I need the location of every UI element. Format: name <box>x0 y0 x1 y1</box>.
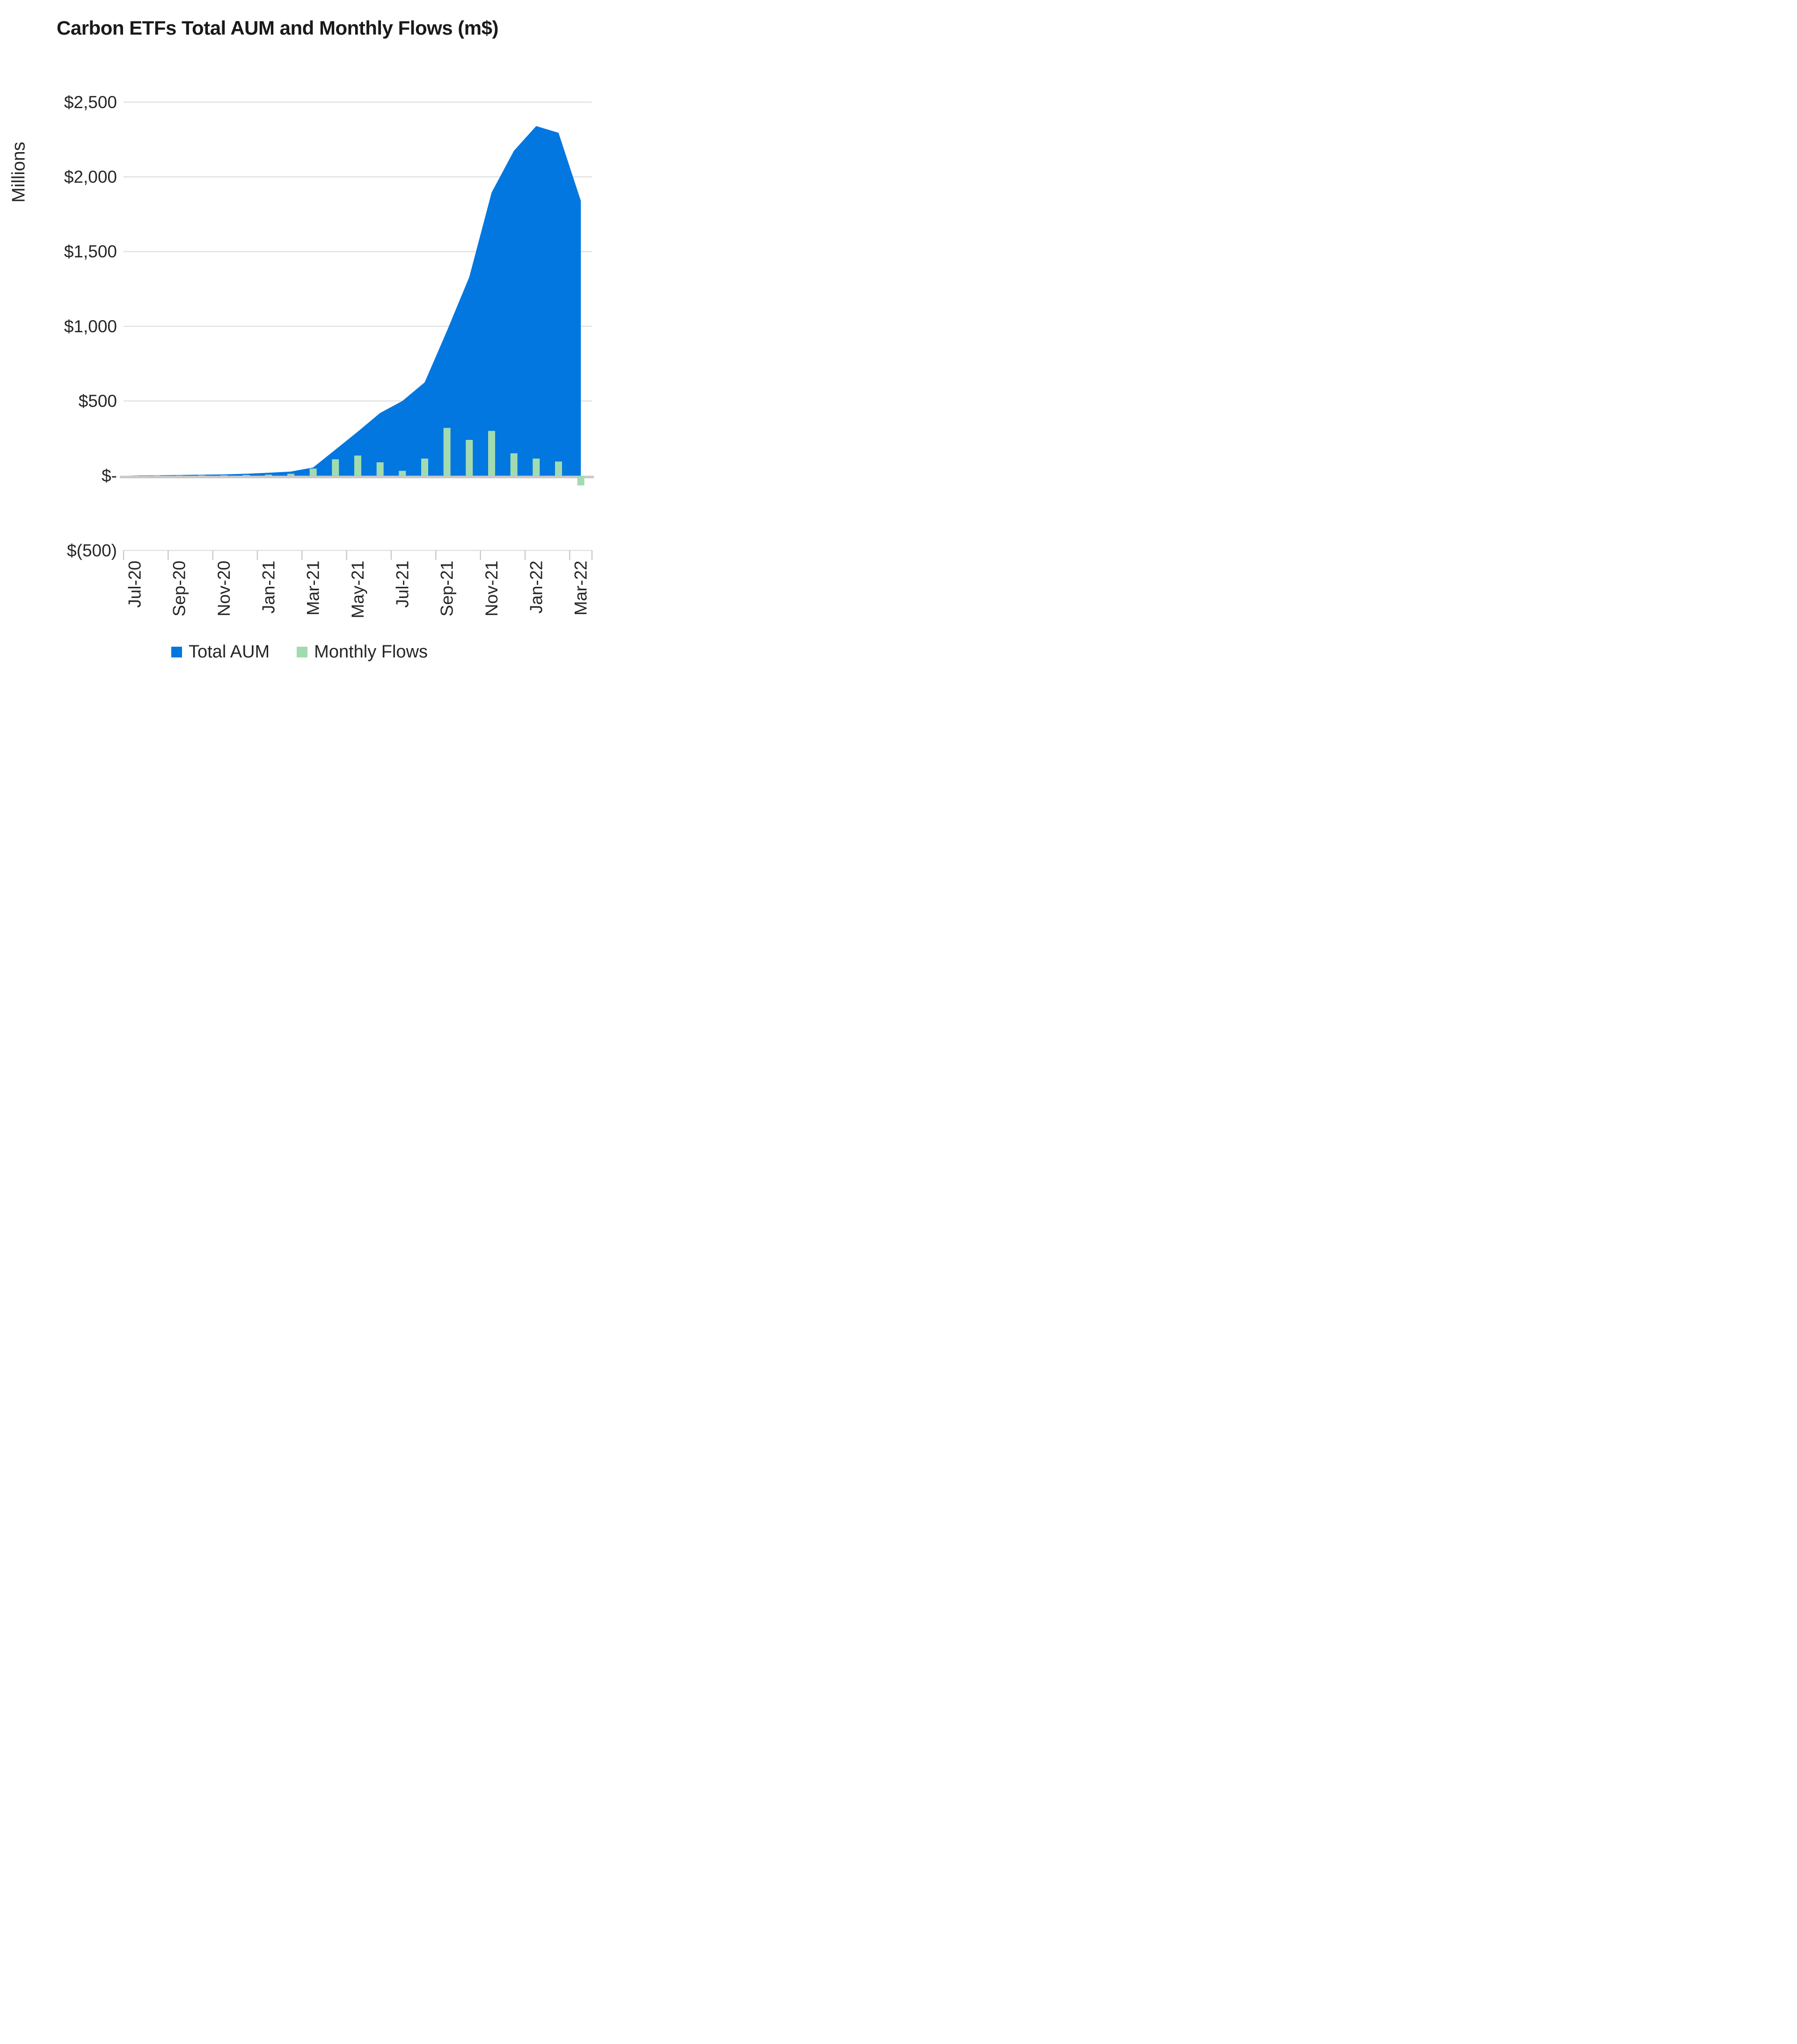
monthly-flow-bar-sep-20 <box>175 475 183 476</box>
y-axis-tick-label: $1,000 <box>64 317 117 336</box>
y-axis-tick-label: $500 <box>79 391 117 410</box>
monthly-flow-bar-feb-21 <box>287 474 294 476</box>
monthly-flow-bar-nov-21 <box>488 431 495 476</box>
x-axis-line <box>120 475 594 479</box>
monthly-flow-bar-aug-20 <box>153 475 161 476</box>
monthly-flow-bar-jan-21 <box>265 474 272 476</box>
monthly-flow-bar-dec-20 <box>242 475 250 476</box>
monthly-flow-bar-oct-20 <box>198 475 205 476</box>
x-axis-tick-label: Mar-22 <box>571 561 591 615</box>
y-axis-tick-label: $(500) <box>67 541 117 560</box>
monthly-flow-bar-mar-21 <box>309 468 317 476</box>
chart-legend: Total AUM Monthly Flows <box>171 642 428 662</box>
legend-label-total-aum: Total AUM <box>188 642 270 662</box>
x-axis-tick-label: Nov-21 <box>482 561 501 616</box>
monthly-flow-bar-feb-22 <box>555 461 562 476</box>
total-aum-area-series <box>134 126 581 476</box>
x-axis-tick-label: Sep-21 <box>438 561 457 616</box>
y-axis-tick-label: $- <box>102 466 117 485</box>
legend-item-total-aum: Total AUM <box>171 642 270 662</box>
x-axis-tick-label: Jul-20 <box>125 561 144 608</box>
x-axis-tick-label: May-21 <box>348 561 367 618</box>
monthly-flow-bar-dec-21 <box>510 453 518 476</box>
y-axis-tick-label: $2,000 <box>64 168 117 187</box>
monthly-flow-bar-oct-21 <box>466 440 473 476</box>
x-axis-tick-label: Mar-21 <box>304 561 323 615</box>
monthly-flow-bar-mar-22 <box>577 475 584 486</box>
x-axis-tick-label: Sep-20 <box>170 561 189 616</box>
chart-plot-area: $2,500 $2,000 $1,500 $1,000 $500 $- $(500) Mill… <box>9 93 594 618</box>
y-axis-tick-label: $1,500 <box>64 242 117 261</box>
monthly-flow-bar-jan-22 <box>533 458 540 476</box>
legend-item-monthly-flows: Monthly Flows <box>297 642 428 662</box>
x-axis-tick-label: Jan-21 <box>259 561 278 613</box>
monthly-flow-bar-jul-20 <box>131 475 139 476</box>
monthly-flow-bar-apr-21 <box>332 459 339 476</box>
monthly-flow-bar-aug-21 <box>421 458 428 476</box>
y-axis-tick-label: $2,500 <box>64 93 117 112</box>
x-axis-tick-label: Nov-20 <box>214 561 234 616</box>
total-aum-swatch-icon <box>171 647 182 657</box>
y-axis-title: Millions <box>9 142 29 203</box>
monthly-flow-bar-nov-20 <box>220 475 227 476</box>
monthly-flow-bar-jul-21 <box>399 471 406 476</box>
chart-figure: Carbon ETFs Total AUM and Monthly Flows … <box>0 0 599 681</box>
x-axis-tick-label: Jan-22 <box>526 561 546 613</box>
monthly-flow-bar-may-21 <box>354 455 361 476</box>
monthly-flows-swatch-icon <box>297 647 308 657</box>
monthly-flow-bar-sep-21 <box>443 428 451 476</box>
x-axis-tick-label: Jul-21 <box>393 561 412 608</box>
chart-title: Carbon ETFs Total AUM and Monthly Flows … <box>57 17 498 39</box>
monthly-flow-bar-jun-21 <box>376 462 384 476</box>
legend-label-monthly-flows: Monthly Flows <box>314 642 428 662</box>
